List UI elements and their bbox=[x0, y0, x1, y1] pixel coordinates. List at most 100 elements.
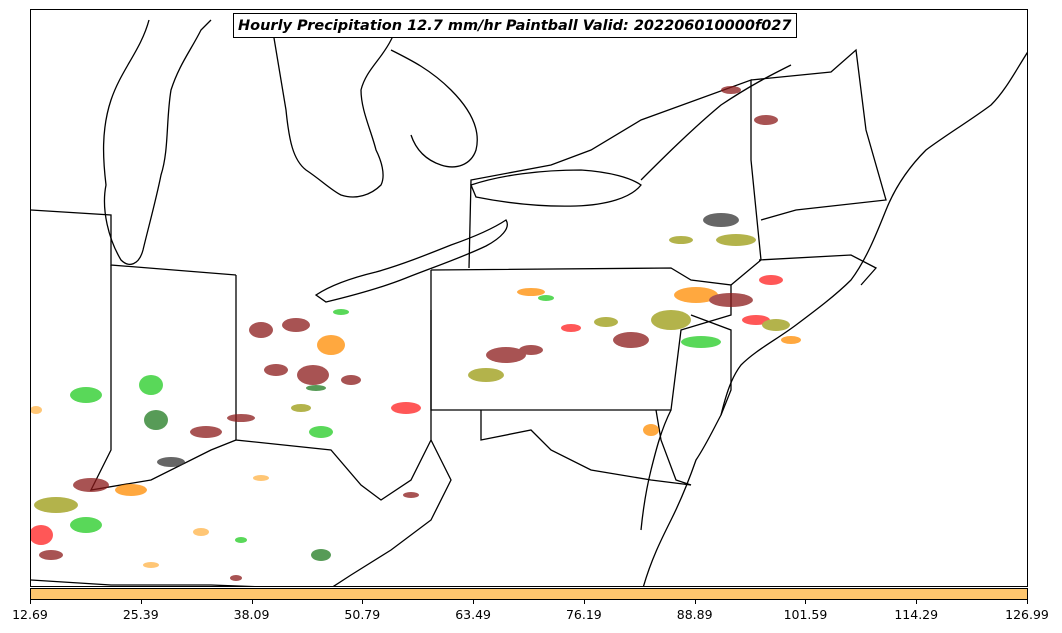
colorbar-tick bbox=[916, 600, 918, 604]
precip-blob bbox=[311, 549, 331, 561]
precip-blob bbox=[317, 335, 345, 355]
colorbar-tick bbox=[1027, 600, 1028, 604]
precip-blob bbox=[468, 368, 504, 382]
chesapeake-outline bbox=[640, 409, 672, 531]
precip-blob bbox=[139, 375, 163, 395]
precip-blob bbox=[754, 115, 778, 125]
precip-blob bbox=[31, 525, 53, 545]
precipitation-map bbox=[31, 19, 1027, 587]
precip-blob bbox=[70, 387, 102, 403]
precip-blob bbox=[297, 365, 329, 385]
colorbar-tick-label: 76.19 bbox=[565, 607, 602, 622]
atlantic-coastline bbox=[642, 51, 1027, 586]
colorbar-tick-label: 50.79 bbox=[344, 607, 381, 622]
precip-blob bbox=[643, 424, 659, 436]
mass-border bbox=[758, 254, 878, 286]
map-title: Hourly Precipitation 12.7 mm/hr Paintbal… bbox=[233, 13, 797, 38]
precip-blob bbox=[709, 293, 753, 307]
precip-blob bbox=[391, 402, 421, 414]
precip-blob bbox=[115, 484, 147, 496]
precip-blob bbox=[333, 309, 349, 315]
colorbar-tick-label: 38.09 bbox=[233, 607, 270, 622]
precip-blob bbox=[403, 492, 419, 498]
precip-blob bbox=[681, 336, 721, 348]
precip-blob bbox=[190, 426, 222, 438]
lake-ontario-outline bbox=[470, 169, 642, 207]
kentucky-border bbox=[31, 579, 256, 586]
precip-blob bbox=[538, 295, 554, 301]
georgian-bay-outline bbox=[390, 49, 478, 168]
colorbar-tick-label: 88.89 bbox=[676, 607, 713, 622]
illinois-michigan-border bbox=[31, 209, 237, 276]
precip-blob bbox=[31, 406, 42, 414]
precip-blob bbox=[594, 317, 618, 327]
precip-blob bbox=[249, 322, 273, 338]
colorbar-tick bbox=[30, 600, 31, 604]
delaware-border bbox=[655, 409, 692, 486]
precip-blob bbox=[157, 457, 185, 467]
colorbar-tick-label: 101.59 bbox=[783, 607, 828, 622]
map-boundaries bbox=[31, 19, 1027, 586]
lake-michigan-outline bbox=[102, 19, 212, 265]
precipitation-blobs bbox=[31, 86, 1021, 587]
precip-blob bbox=[143, 562, 159, 568]
precip-blob bbox=[227, 414, 255, 422]
colorbar-tick bbox=[583, 600, 585, 604]
precip-blob bbox=[235, 537, 247, 543]
precip-blob bbox=[264, 364, 288, 376]
lake-huron-outline bbox=[270, 19, 402, 198]
precip-blob bbox=[282, 318, 310, 332]
precip-blob bbox=[703, 213, 739, 227]
colorbar-tick-label: 63.49 bbox=[455, 607, 491, 622]
west-virginia-border bbox=[332, 439, 452, 586]
precip-blob bbox=[309, 426, 333, 438]
maryland-border bbox=[480, 410, 692, 486]
precip-blob bbox=[486, 347, 526, 363]
precip-blob bbox=[716, 234, 756, 246]
lake-erie-outline bbox=[314, 219, 508, 303]
precip-blob bbox=[517, 288, 545, 296]
colorbar-tick-label: 114.29 bbox=[894, 607, 939, 622]
precip-blob bbox=[759, 275, 783, 285]
precip-blob bbox=[230, 575, 242, 581]
colorbar-tick bbox=[140, 600, 142, 604]
precip-blob bbox=[39, 550, 63, 560]
pennsylvania-border bbox=[430, 267, 732, 411]
precip-blob bbox=[561, 324, 581, 332]
precip-blob bbox=[341, 375, 361, 385]
precip-blob bbox=[762, 319, 790, 331]
indiana-border bbox=[89, 265, 237, 491]
precip-blob bbox=[34, 497, 78, 513]
precip-blob bbox=[306, 385, 326, 391]
precip-blob bbox=[674, 287, 718, 303]
new-york-border bbox=[468, 79, 762, 286]
precip-blob bbox=[742, 315, 770, 325]
precip-blob bbox=[613, 332, 649, 348]
colorbar-tick-label: 126.99 bbox=[1005, 607, 1049, 622]
precip-blob bbox=[70, 517, 102, 533]
map-panel bbox=[30, 9, 1028, 587]
precip-blob bbox=[781, 336, 801, 344]
precip-blob bbox=[519, 345, 543, 355]
colorbar bbox=[30, 588, 1028, 600]
precip-blob bbox=[291, 404, 311, 412]
colorbar-tick bbox=[805, 600, 807, 604]
st-lawrence-outline bbox=[640, 64, 792, 181]
ohio-border bbox=[235, 275, 432, 501]
colorbar-tick bbox=[251, 600, 253, 604]
precip-blob bbox=[144, 410, 168, 430]
precip-blob bbox=[73, 478, 109, 492]
nj-border bbox=[690, 314, 732, 416]
vermont-nh-border bbox=[750, 48, 887, 221]
precip-blob bbox=[253, 475, 269, 481]
colorbar-tick bbox=[473, 600, 475, 604]
colorbar-tick-label: 12.69 bbox=[12, 607, 48, 622]
colorbar-tick-label: 25.39 bbox=[122, 607, 159, 622]
colorbar-tick bbox=[694, 600, 696, 604]
precip-blob bbox=[669, 236, 693, 244]
colorbar-tick bbox=[362, 600, 364, 604]
precip-blob bbox=[651, 310, 691, 330]
precip-blob bbox=[721, 86, 741, 94]
precip-blob bbox=[193, 528, 209, 536]
precip-blob bbox=[1011, 586, 1021, 587]
